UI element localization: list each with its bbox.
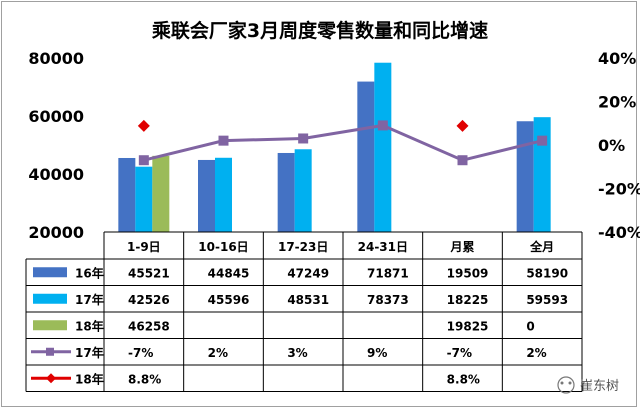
legend-label: 17年 bbox=[75, 345, 104, 360]
line-point bbox=[138, 155, 149, 166]
line-point bbox=[537, 135, 548, 146]
data-label: -7% bbox=[447, 346, 472, 360]
data-label: 47249 bbox=[287, 266, 329, 280]
data-label: 3% bbox=[287, 346, 307, 360]
data-label: 8.8% bbox=[447, 372, 480, 386]
line-point bbox=[377, 120, 388, 131]
data-label: 71871 bbox=[367, 266, 409, 280]
y-right-tick-label: -20% bbox=[598, 180, 640, 199]
marker-point bbox=[137, 119, 150, 132]
data-label: 9% bbox=[367, 346, 387, 360]
category-label: 全月 bbox=[529, 239, 554, 254]
data-label: 2% bbox=[526, 346, 546, 360]
y-left-tick-label: 80000 bbox=[28, 49, 84, 68]
line-series bbox=[143, 123, 543, 162]
data-label: 45521 bbox=[128, 266, 170, 280]
bar bbox=[277, 152, 295, 232]
line-point bbox=[457, 155, 468, 166]
legend-label: 18年 bbox=[75, 318, 104, 333]
data-label: 45596 bbox=[208, 293, 250, 307]
bar bbox=[374, 62, 392, 233]
data-label: 8.8% bbox=[128, 372, 161, 386]
line-point bbox=[218, 135, 229, 146]
data-label: 19825 bbox=[447, 319, 489, 333]
legend-key-marker bbox=[46, 373, 56, 384]
y-right-tick-label: 20% bbox=[598, 93, 636, 112]
data-label: 19509 bbox=[447, 266, 489, 280]
data-label: 0 bbox=[526, 319, 534, 333]
legend-key bbox=[33, 320, 67, 331]
y-left-tick-label: 20000 bbox=[28, 223, 84, 242]
line-point bbox=[298, 133, 309, 144]
bar bbox=[198, 159, 215, 232]
data-label: 18225 bbox=[447, 293, 489, 307]
data-label: 48531 bbox=[287, 293, 329, 307]
chart-title: 乘联会厂家3月周度零售数量和同比增速 bbox=[151, 19, 488, 42]
category-label: 月累 bbox=[449, 240, 474, 254]
y-left-tick-label: 60000 bbox=[28, 107, 84, 126]
bar bbox=[516, 121, 534, 232]
legend-label: 17年 bbox=[75, 292, 104, 307]
legend-key bbox=[33, 267, 67, 278]
y-left-tick-label: 40000 bbox=[28, 165, 84, 184]
watermark: 崔东树 bbox=[557, 376, 619, 394]
data-label: 2% bbox=[208, 346, 228, 360]
bar bbox=[533, 117, 551, 232]
category-label: 17-23日 bbox=[278, 240, 328, 254]
data-label: 44845 bbox=[208, 266, 250, 280]
data-label: 46258 bbox=[128, 319, 170, 333]
y-right-tick-label: 0% bbox=[598, 136, 625, 155]
bar bbox=[215, 157, 232, 232]
category-label: 24-31日 bbox=[358, 240, 408, 254]
bar bbox=[118, 157, 136, 232]
data-label: 42526 bbox=[128, 293, 170, 307]
legend-key-marker bbox=[46, 347, 54, 356]
bar bbox=[357, 81, 375, 232]
data-label: 58190 bbox=[526, 266, 568, 280]
category-label: 1-9日 bbox=[127, 240, 161, 254]
category-label: 10-16日 bbox=[198, 240, 248, 254]
data-label: -7% bbox=[128, 346, 153, 360]
legend-key bbox=[33, 293, 67, 304]
watermark-text: 崔东树 bbox=[580, 378, 619, 394]
y-right-tick-label: 40% bbox=[598, 49, 636, 68]
marker-point bbox=[456, 119, 469, 132]
data-label: 78373 bbox=[367, 293, 409, 307]
wechat-icon bbox=[557, 376, 575, 394]
bar bbox=[294, 149, 312, 232]
legend-label: 18年 bbox=[75, 371, 104, 386]
bar bbox=[135, 166, 153, 232]
bar bbox=[152, 155, 170, 232]
legend-label: 16年 bbox=[75, 265, 104, 280]
y-right-tick-label: -40% bbox=[598, 223, 640, 242]
data-label: 59593 bbox=[526, 293, 568, 307]
